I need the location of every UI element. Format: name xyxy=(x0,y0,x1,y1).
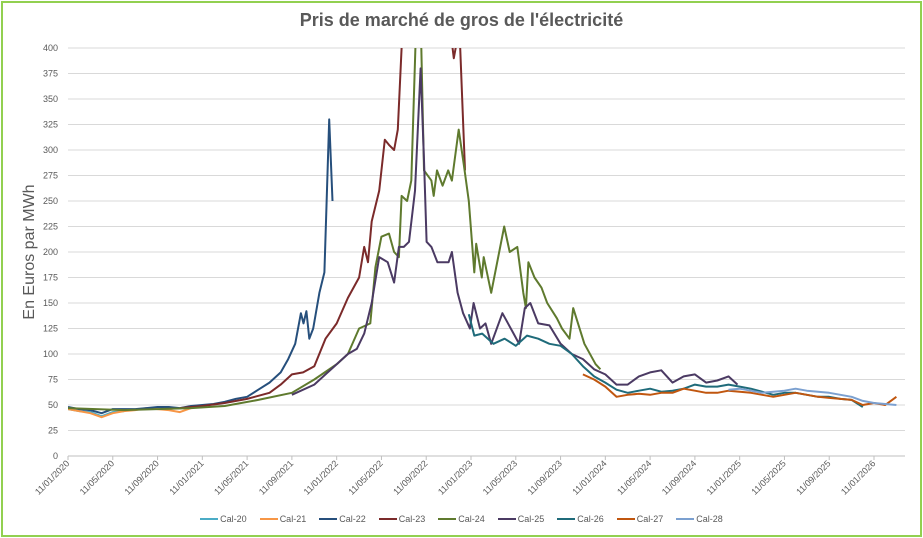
x-tick-label: 11/09/2020 xyxy=(123,458,161,496)
legend: Cal-20 Cal-21 Cal-22 Cal-23 Cal-24 Cal-25 Cal-… xyxy=(0,514,923,524)
y-tick-label: 150 xyxy=(43,298,58,308)
legend-swatch xyxy=(200,518,219,520)
x-tick-label: 11/09/2021 xyxy=(257,458,295,496)
y-tick-label: 400 xyxy=(43,43,58,53)
x-tick-label: 11/05/2021 xyxy=(212,458,250,496)
x-tick-label: 11/01/2022 xyxy=(302,458,340,496)
x-tick-label: 11/01/2021 xyxy=(167,458,205,496)
y-tick-label: 125 xyxy=(43,324,58,334)
legend-item-cal-22: Cal-22 xyxy=(319,514,366,524)
y-tick-label: 75 xyxy=(48,375,58,385)
y-tick-label: 325 xyxy=(43,120,58,130)
y-tick-label: 250 xyxy=(43,196,58,206)
legend-item-cal-25: Cal-25 xyxy=(497,514,545,524)
legend-item-cal-27: Cal-27 xyxy=(616,514,664,524)
legend-swatch xyxy=(259,518,278,520)
legend-swatch xyxy=(378,518,397,520)
legend-label: Cal-21 xyxy=(279,514,307,524)
y-tick-label: 25 xyxy=(48,426,58,436)
legend-item-cal-28: Cal-28 xyxy=(676,514,723,524)
legend-label: Cal-25 xyxy=(517,514,545,524)
x-tick-label: 11/05/2022 xyxy=(346,458,384,496)
legend-item-cal-23: Cal-23 xyxy=(378,514,426,524)
x-tick-label: 11/01/2020 xyxy=(33,458,71,496)
y-tick-label: 0 xyxy=(53,451,58,461)
legend-swatch xyxy=(438,518,457,520)
series-line-cal-28 xyxy=(728,387,897,406)
y-tick-label: 200 xyxy=(43,247,58,257)
x-tick-label: 11/09/2024 xyxy=(660,458,698,496)
legend-item-cal-24: Cal-24 xyxy=(438,514,485,524)
y-tick-label: 350 xyxy=(43,94,58,104)
x-tick-label: 11/09/2023 xyxy=(526,458,564,496)
series-line-cal-27 xyxy=(582,373,897,406)
x-tick-label: 11/09/2022 xyxy=(391,458,429,496)
x-tick-label: 11/05/2025 xyxy=(749,458,787,496)
chart-title: Pris de marché de gros de l'électricité xyxy=(299,10,624,30)
y-axis-label: En Euros par MWh xyxy=(21,184,38,319)
x-tick-label: 11/05/2023 xyxy=(481,458,519,496)
y-tick-label: 375 xyxy=(43,69,58,79)
x-tick-label: 11/05/2024 xyxy=(615,458,653,496)
legend-swatch xyxy=(497,518,516,520)
legend-label: Cal-27 xyxy=(636,514,664,524)
x-tick-label: 11/01/2025 xyxy=(705,458,743,496)
series-line-cal-22 xyxy=(68,118,334,415)
legend-label: Cal-28 xyxy=(696,514,723,524)
legend-item-cal-21: Cal-21 xyxy=(259,514,307,524)
legend-label: Cal-24 xyxy=(458,514,485,524)
legend-label: Cal-26 xyxy=(577,514,604,524)
legend-swatch xyxy=(676,518,695,520)
y-tick-label: 100 xyxy=(43,349,58,359)
y-tick-label: 175 xyxy=(43,273,58,283)
y-tick-label: 300 xyxy=(43,145,58,155)
legend-swatch xyxy=(319,518,338,520)
y-tick-label: 225 xyxy=(43,222,58,232)
x-tick-label: 11/01/2026 xyxy=(839,458,877,496)
y-tick-label: 275 xyxy=(43,171,58,181)
y-tick-label: 50 xyxy=(48,400,58,410)
x-tick-label: 11/01/2024 xyxy=(570,458,608,496)
series-line-cal-23 xyxy=(179,48,466,410)
x-tick-label: 11/01/2023 xyxy=(436,458,474,496)
legend-label: Cal-20 xyxy=(220,514,247,524)
x-tick-label: 11/05/2020 xyxy=(78,458,116,496)
legend-item-cal-26: Cal-26 xyxy=(557,514,604,524)
legend-label: Cal-23 xyxy=(398,514,426,524)
legend-item-cal-20: Cal-20 xyxy=(200,514,247,524)
series-line-cal-25 xyxy=(291,67,739,396)
x-tick-label: 11/09/2025 xyxy=(794,458,832,496)
legend-swatch xyxy=(616,518,635,520)
series-line-cal-24 xyxy=(68,48,602,412)
legend-swatch xyxy=(557,518,576,520)
legend-label: Cal-22 xyxy=(339,514,366,524)
